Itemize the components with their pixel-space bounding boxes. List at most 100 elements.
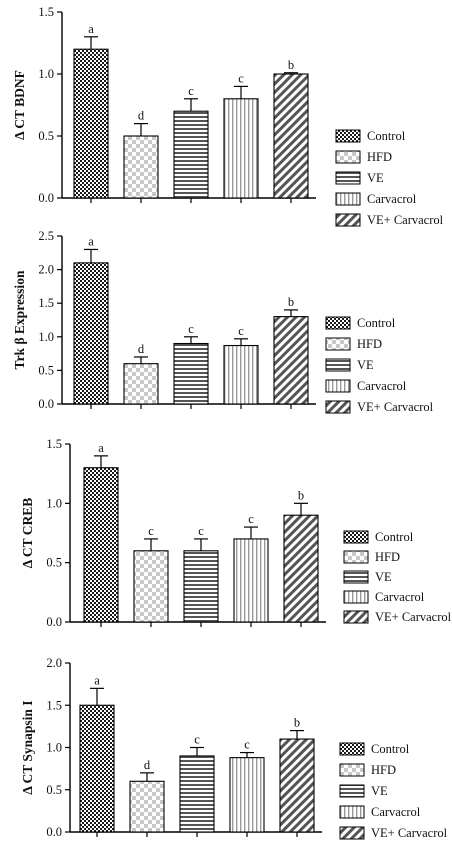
legend-label: Carvacrol [357,379,407,393]
bar-3 [183,550,219,623]
legend-label: HFD [375,550,400,564]
y-tick-label: 0.5 [46,556,62,570]
legend-label: Carvacrol [367,192,417,206]
legend-swatch [325,316,351,330]
legend-swatch [335,171,361,185]
bar-5 [273,316,309,405]
bar-1 [73,262,109,405]
legend-swatch [325,379,351,393]
significance-letter: c [238,71,244,85]
legend-label: Carvacrol [371,805,421,819]
y-tick-label: 2.0 [46,656,62,670]
bar-2 [129,780,165,833]
legend-label: VE+ Carvacrol [357,400,434,414]
legend-swatch [343,550,369,564]
y-tick-label: 0.5 [38,129,54,143]
y-axis-title: Trk β Expression [12,270,27,369]
significance-letter: c [194,733,200,747]
chart-panel-4: 0.0 0.5 1.0 1.5 2.0 Δ CT Synapsin I a d c c b Contr… [20,656,448,840]
legend-label: HFD [367,150,392,164]
y-axis-title: Δ CT BDNF [12,70,27,140]
bar-3 [173,342,209,405]
significance-letter: a [88,234,94,248]
bar-1 [79,704,115,833]
y-tick-label: 1.5 [46,698,62,712]
significance-letter: c [238,324,244,338]
legend-label: Control [375,530,414,544]
legend-swatch [343,610,369,624]
bar-2 [123,135,159,199]
y-tick-label: 1.0 [38,330,54,344]
legend-label: VE [371,784,388,798]
legend-swatch [325,400,351,414]
significance-letter: d [144,758,151,772]
significance-letter: c [148,524,154,538]
significance-letter: c [198,524,204,538]
significance-letter: c [188,322,194,336]
y-axis-title: Δ CT Synapsin I [20,700,35,794]
bar-3 [173,110,209,199]
chart-panel-3: 0.0 0.5 1.0 1.5 Δ CT CREB a c c c b Control HFD VE Ca… [20,437,452,629]
legend-label: Control [367,129,406,143]
y-tick-label: 1.0 [46,496,62,510]
significance-letter: b [288,295,294,309]
bar-1 [83,467,119,623]
significance-letter: c [244,738,250,752]
legend-swatch [343,570,369,584]
bar-5 [279,738,315,833]
y-tick-label: 2.0 [38,263,54,277]
y-tick-label: 0.0 [46,825,62,839]
y-tick-label: 0.5 [46,783,62,797]
bar-3 [179,755,215,833]
legend-swatch [325,358,351,372]
significance-letter: d [138,342,145,356]
y-tick-label: 1.5 [38,5,54,19]
bar-2 [133,550,169,623]
legend-label: HFD [371,763,396,777]
y-tick-label: 0.0 [38,397,54,411]
bar-5 [283,514,319,623]
significance-letter: b [294,716,300,730]
y-tick-label: 1.5 [38,296,54,310]
significance-letter: c [248,512,254,526]
legend-label: Carvacrol [375,590,425,604]
significance-letter: b [298,488,304,502]
bar-1 [73,48,109,199]
y-tick-label: 0.0 [38,191,54,205]
legend-label: Control [371,742,410,756]
legend-label: VE+ Carvacrol [371,826,448,840]
significance-letter: b [288,58,294,72]
significance-letter: d [138,109,145,123]
y-tick-label: 0.5 [38,363,54,377]
significance-letter: a [98,441,104,455]
legend-swatch [335,150,361,164]
y-tick-label: 2.5 [38,229,54,243]
bar-5 [273,73,309,199]
bar-2 [123,363,159,405]
legend-label: Control [357,316,396,330]
significance-letter: c [188,84,194,98]
legend-swatch [335,213,361,227]
legend-swatch [339,763,365,777]
legend-label: VE [367,171,384,185]
bar-4 [223,98,259,199]
legend-swatch [335,192,361,206]
significance-letter: a [94,673,100,687]
legend-swatch [339,826,365,840]
y-tick-label: 0.0 [46,615,62,629]
legend-swatch [339,805,365,819]
y-tick-label: 1.5 [46,437,62,451]
y-tick-label: 1.0 [38,67,54,81]
legend-swatch [335,129,361,143]
legend-label: VE+ Carvacrol [367,213,444,227]
y-axis-title: Δ CT CREB [20,498,35,569]
bar-4 [223,344,259,405]
y-tick-label: 1.0 [46,741,62,755]
legend-label: HFD [357,337,382,351]
legend-swatch [343,590,369,604]
chart-panel-1: 0.0 0.5 1.0 1.5 Δ CT BDNF a d c c b Control HFD VE Ca… [12,5,444,227]
legend-swatch [343,530,369,544]
significance-letter: a [88,22,94,36]
chart-panel-2: 0.0 0.5 1.0 1.5 2.0 2.5 Trk β Expression a d c c b C… [12,229,434,414]
